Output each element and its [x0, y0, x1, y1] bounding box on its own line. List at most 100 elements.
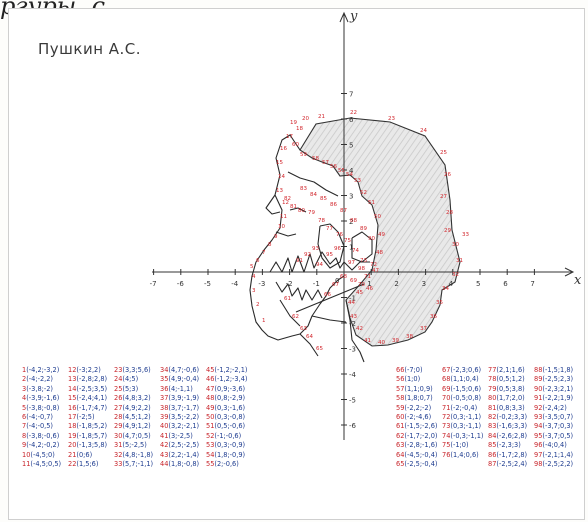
point-coordinates: (0,3;-1,1): [450, 422, 482, 431]
y-tick-label: 7: [349, 91, 353, 99]
point-coordinates: (-2,8;2,8): [76, 375, 108, 384]
point-entry: 37(3,9;-1,9): [160, 394, 199, 403]
point-index: 46: [206, 375, 215, 384]
point-coordinates: (3,9;-1,9): [168, 394, 200, 403]
point-number-42: 42: [356, 326, 363, 332]
point-index: 78: [488, 375, 497, 384]
point-coordinates: (-1;0): [450, 441, 469, 450]
x-tick-label: 1: [367, 280, 371, 288]
point-number-75: 75: [344, 238, 351, 244]
point-number-41: 41: [364, 338, 371, 344]
point-number-45: 45: [356, 290, 363, 296]
point-index: 92: [534, 403, 543, 412]
point-number-23: 23: [388, 116, 395, 122]
point-entry: 55(2;-0,6): [206, 460, 248, 469]
point-coordinates: (-1,6;3,3): [496, 422, 528, 431]
point-index: 57: [396, 384, 405, 393]
point-index: 47: [206, 384, 215, 393]
point-number-80: 80: [298, 208, 305, 214]
point-entry: 18(-1,8;5,2): [68, 422, 107, 431]
point-entry: 71(-2;-0,4): [442, 404, 484, 413]
point-coordinates: (1,8;-0,8): [168, 459, 200, 468]
point-index: 7: [22, 422, 27, 431]
point-number-26: 26: [444, 172, 451, 178]
point-entry: 67(-2,3;0,6): [442, 366, 484, 375]
y-tick-label: 2: [349, 218, 353, 226]
point-number-59: 59: [300, 152, 307, 158]
point-coordinates: (-3;2,2): [76, 366, 101, 374]
point-index: 63: [396, 441, 405, 450]
point-number-90: 90: [368, 236, 375, 242]
point-entry: 76(1,4;0,6): [442, 451, 484, 460]
point-number-58: 58: [312, 156, 319, 162]
author-title: Пушкин А.С.: [38, 40, 142, 58]
shoulder-diagonal: [295, 283, 365, 313]
point-number-62: 62: [292, 314, 299, 320]
point-index: 74: [442, 431, 451, 440]
point-coordinates: (-2,3;3): [496, 441, 521, 450]
point-coordinates: (3,3;5,6): [122, 366, 151, 374]
point-index: 31: [114, 441, 123, 450]
ear-shape: [351, 231, 373, 263]
y-tick-label: 4: [349, 167, 354, 175]
point-entry: 5(-3,8;-0,8): [22, 404, 61, 413]
x-tick-label: 2: [394, 280, 398, 288]
point-entry: 28(4,5;1,2): [114, 413, 153, 422]
point-index: 60: [396, 412, 405, 421]
x-tick-label: 3: [422, 280, 426, 288]
point-entry: 14(-2,5;3,5): [68, 385, 107, 394]
x-tick-label: -1: [313, 280, 320, 288]
point-index: 17: [68, 412, 77, 421]
point-index: 4: [22, 394, 27, 403]
point-index: 8: [22, 431, 27, 440]
point-coordinates: (5;3): [122, 384, 139, 393]
point-index: 96: [534, 441, 543, 450]
point-index: 6: [22, 412, 27, 421]
point-number-6: 6: [256, 258, 260, 264]
point-number-83: 83: [300, 186, 307, 192]
point-coordinates: (4,9;1,2): [122, 422, 151, 431]
point-coordinates: (4;5): [122, 375, 139, 384]
portrait-outline: [249, 134, 373, 363]
point-entry: 57(1,1;0,9): [396, 385, 438, 394]
point-coordinates: (-2;-0,4): [450, 403, 478, 412]
y-axis-arrow: [339, 11, 349, 23]
y-tick-label: 6: [349, 116, 354, 124]
point-number-36: 36: [430, 314, 437, 320]
point-number-10: 10: [278, 224, 285, 230]
point-entry: 56(1;0): [396, 375, 438, 384]
point-coordinates: (-1,7;-2,0): [404, 431, 438, 440]
point-coordinates: (-2,5;-0,4): [404, 459, 438, 468]
point-coordinates: (0,3;-1,1): [450, 412, 482, 421]
point-coordinates: (0,5;3,8): [496, 384, 525, 393]
point-number-14: 14: [278, 174, 285, 180]
brow-line: [287, 171, 339, 197]
point-coordinates: (-2,2;1,9): [542, 394, 574, 403]
point-entry: 84(-2,6;2,8): [488, 432, 527, 441]
point-coordinates: (-3,7;0,5): [542, 431, 574, 440]
point-index: 26: [114, 394, 123, 403]
point-index: 84: [488, 431, 497, 440]
point-index: 12: [68, 366, 77, 374]
point-entry: 22(1,5;6): [68, 460, 107, 469]
point-number-34: 34: [442, 286, 449, 292]
point-index: 40: [160, 422, 169, 431]
point-coordinates: (2,5;-2,5): [168, 441, 200, 450]
point-coordinates: (-4,2;-0,2): [26, 441, 60, 450]
y-tick-label: -1: [349, 295, 356, 303]
point-index: 76: [442, 450, 451, 459]
point-coordinates: (-4;0,4): [542, 441, 567, 450]
point-number-53: 53: [354, 178, 361, 184]
point-number-9: 9: [274, 234, 278, 240]
point-index: 86: [488, 450, 497, 459]
point-index: 64: [396, 450, 405, 459]
point-index: 93: [534, 412, 543, 421]
point-index: 83: [488, 422, 497, 431]
point-coordinates: (-1,5;1,8): [542, 366, 574, 374]
point-index: 58: [396, 394, 405, 403]
point-coordinates: (-2,1;1,4): [542, 450, 574, 459]
point-entry: 77(2,1;1,6): [488, 366, 527, 375]
point-number-72: 72: [370, 262, 377, 268]
point-number-89: 89: [360, 226, 367, 232]
